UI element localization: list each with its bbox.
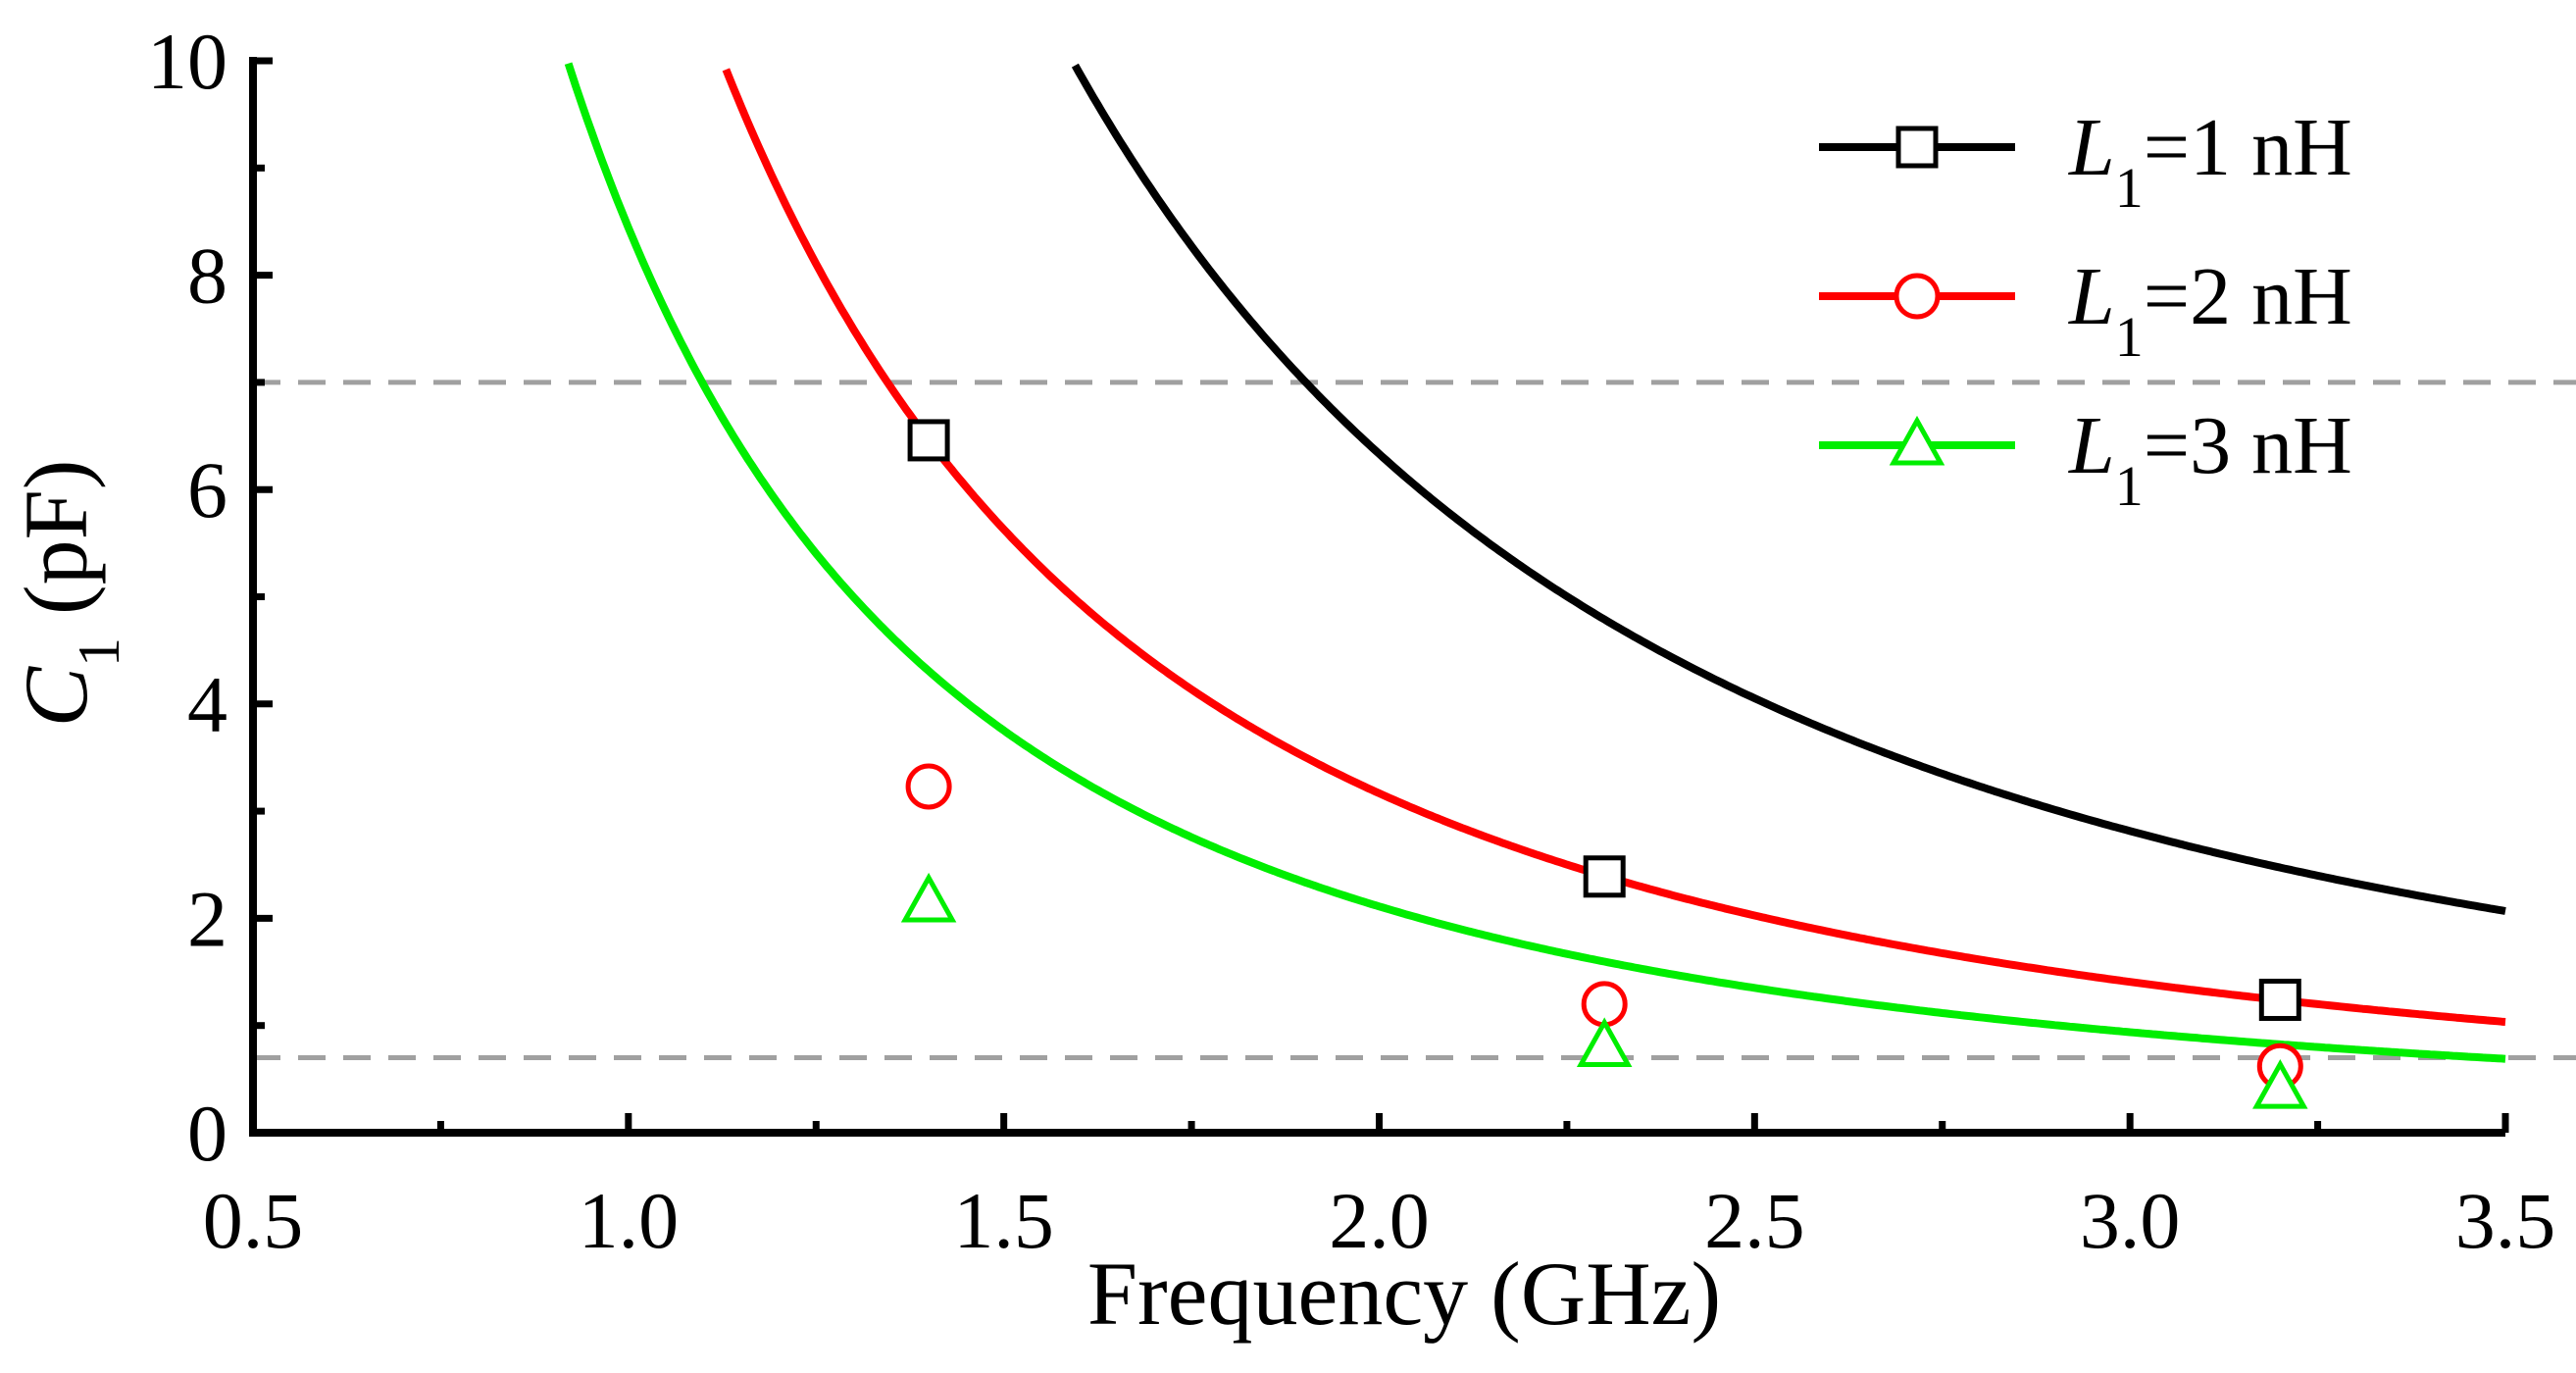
series-curves <box>564 62 2506 1063</box>
series-2-marker <box>905 763 952 810</box>
legend-label-1: L1=1 nH <box>2068 102 2352 220</box>
series-1-marker <box>1583 855 1626 898</box>
series-3-marker <box>2252 1059 2308 1109</box>
x-tick-label: 1.0 <box>579 1176 680 1265</box>
legend-marker-1 <box>1895 126 1939 169</box>
x-tick-label: 3.5 <box>2455 1176 2556 1265</box>
legend: L1=1 nH L1=2 nH L1=3 nH <box>1819 102 2352 518</box>
x-tick-label: 2.5 <box>1704 1176 1805 1265</box>
x-tick-label: 0.5 <box>203 1176 304 1265</box>
series-3-marker <box>1576 1017 1633 1068</box>
reference-lines <box>253 380 2576 1060</box>
y-tick-label: 4 <box>187 660 227 749</box>
x-tick-label: 3.0 <box>2080 1176 2181 1265</box>
y-tick-label: 8 <box>187 231 227 321</box>
series-1-marker <box>907 419 950 462</box>
x-tick-label: 1.5 <box>953 1176 1054 1265</box>
legend-label-3: L1=3 nH <box>2068 400 2352 518</box>
y-tick-label: 6 <box>187 445 227 534</box>
legend-label-2: L1=2 nH <box>2068 251 2352 369</box>
y-tick-label: 10 <box>147 17 227 106</box>
x-axis-title: Frequency (GHz) <box>1087 1244 1721 1344</box>
tick-labels: 0 2 4 6 8 10 0.5 1.0 1.5 2.0 2.5 3.0 3.5 <box>147 17 2555 1265</box>
legend-marker-3 <box>1889 415 1945 466</box>
x-tick-label: 2.0 <box>1329 1176 1430 1265</box>
series-line-3 <box>564 62 2506 1063</box>
series-markers <box>900 419 2308 1109</box>
legend-marker-2 <box>1894 273 1941 320</box>
y-axis-title: C1 (pF) <box>6 460 131 728</box>
series-line-1 <box>1071 63 2506 915</box>
series-3-marker <box>900 872 957 923</box>
y-tick-label: 0 <box>187 1089 227 1178</box>
y-tick-label: 2 <box>187 874 227 963</box>
axes <box>249 57 2509 1137</box>
series-1-marker <box>2258 978 2301 1021</box>
